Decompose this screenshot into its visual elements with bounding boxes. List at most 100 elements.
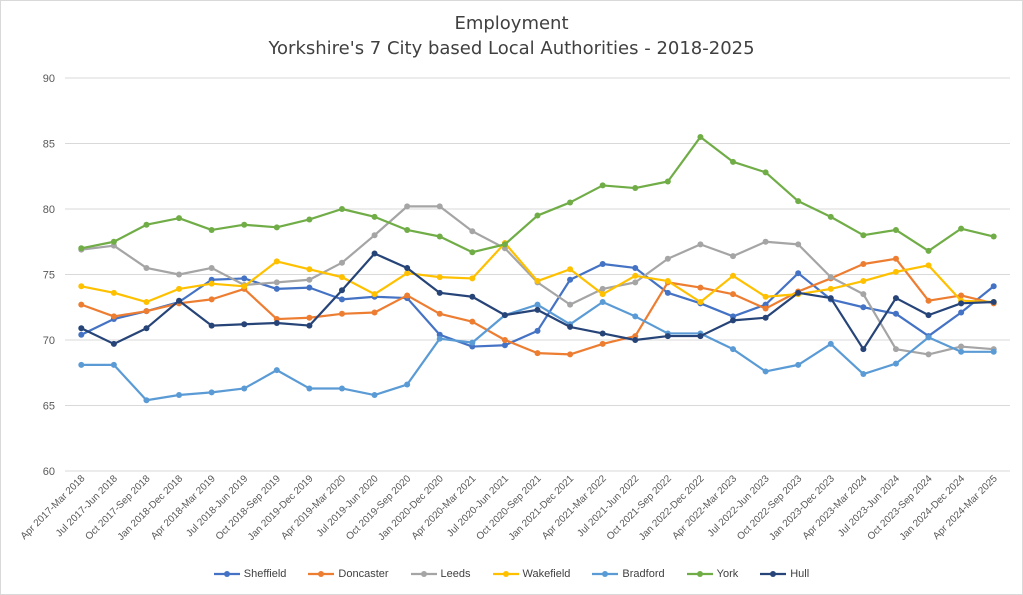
data-point-leeds — [697, 241, 704, 248]
x-tick-label: Jul 2023-Jun 2024 — [836, 473, 902, 539]
data-point-york — [208, 226, 215, 233]
data-point-bradford — [110, 361, 117, 368]
data-point-sheffield — [273, 285, 280, 292]
data-point-hull — [567, 323, 574, 330]
chart-legend: Sheffield Doncaster Leeds Wakefield Bradford… — [0, 568, 1023, 580]
data-point-hull — [860, 346, 867, 353]
legend-swatch — [308, 569, 335, 579]
y-tick-label: 80 — [43, 204, 55, 216]
data-point-hull — [827, 295, 834, 302]
y-tick-label: 90 — [43, 73, 55, 85]
data-point-doncaster — [567, 351, 574, 358]
legend-swatch — [592, 569, 619, 579]
x-tick-label: Jul 2020-Jun 2021 — [445, 473, 511, 539]
data-point-wakefield — [664, 278, 671, 285]
chart-subtitle: Yorkshire's 7 City based Local Authoriti… — [268, 38, 755, 59]
data-point-hull — [273, 319, 280, 326]
legend-item-sheffield: Sheffield — [213, 568, 286, 580]
legend-swatch — [410, 569, 437, 579]
legend-swatch — [760, 569, 787, 579]
data-point-york — [306, 216, 313, 223]
data-point-sheffield — [632, 264, 639, 271]
data-point-hull — [697, 333, 704, 340]
data-point-bradford — [143, 397, 150, 404]
data-point-doncaster — [404, 292, 411, 299]
data-point-wakefield — [371, 291, 378, 298]
data-point-doncaster — [78, 301, 85, 308]
data-point-bradford — [730, 346, 737, 353]
data-point-doncaster — [208, 296, 215, 303]
data-point-bradford — [958, 348, 965, 355]
y-tick-label: 70 — [43, 335, 55, 347]
data-point-doncaster — [371, 309, 378, 316]
data-point-hull — [306, 322, 313, 329]
data-point-hull — [795, 289, 802, 296]
data-point-sheffield — [599, 261, 606, 268]
data-point-leeds — [730, 253, 737, 260]
data-point-york — [730, 158, 737, 165]
data-point-leeds — [827, 274, 834, 281]
legend-label: Hull — [790, 568, 810, 580]
data-point-sheffield — [795, 270, 802, 277]
data-point-leeds — [762, 238, 769, 245]
data-point-leeds — [176, 271, 183, 278]
data-point-bradford — [827, 340, 834, 347]
data-point-bradford — [632, 313, 639, 320]
legend-swatch — [686, 569, 713, 579]
data-point-hull — [241, 321, 248, 328]
data-point-doncaster — [338, 310, 345, 317]
data-point-wakefield — [306, 266, 313, 273]
data-point-wakefield — [208, 280, 215, 287]
data-point-hull — [176, 297, 183, 304]
data-point-leeds — [599, 285, 606, 292]
data-point-york — [143, 221, 150, 228]
data-point-doncaster — [501, 337, 508, 343]
data-point-york — [925, 247, 932, 254]
data-point-bradford — [599, 299, 606, 306]
y-tick-label: 75 — [43, 270, 55, 282]
data-point-bradford — [338, 385, 345, 392]
data-point-wakefield — [143, 299, 150, 306]
data-point-sheffield — [78, 331, 85, 338]
legend-item-doncaster: Doncaster — [308, 568, 389, 580]
data-point-york — [860, 232, 867, 239]
data-point-doncaster — [469, 318, 476, 325]
legend-item-wakefield: Wakefield — [492, 568, 571, 580]
data-point-wakefield — [860, 278, 867, 285]
data-point-york — [469, 249, 476, 256]
data-point-hull — [371, 250, 378, 257]
data-point-sheffield — [567, 276, 574, 283]
data-point-york — [664, 178, 671, 185]
data-point-wakefield — [110, 289, 117, 296]
data-point-hull — [664, 333, 671, 340]
data-point-york — [436, 233, 443, 240]
data-point-york — [371, 213, 378, 220]
data-point-york — [697, 133, 704, 140]
data-point-hull — [143, 325, 150, 332]
data-point-hull — [990, 299, 997, 306]
data-point-york — [892, 226, 899, 233]
data-point-wakefield — [762, 293, 769, 300]
data-point-hull — [404, 264, 411, 271]
data-point-wakefield — [338, 274, 345, 281]
x-tick-label: Jul 2018-Jun 2019 — [184, 473, 250, 539]
data-point-york — [762, 169, 769, 176]
legend-label: Wakefield — [522, 568, 571, 580]
data-point-bradford — [273, 367, 280, 374]
data-point-doncaster — [599, 340, 606, 347]
legend-item-leeds: Leeds — [410, 568, 471, 580]
data-point-wakefield — [176, 285, 183, 292]
data-point-doncaster — [143, 308, 150, 315]
data-point-sheffield — [892, 310, 899, 317]
data-point-doncaster — [436, 310, 443, 317]
data-point-sheffield — [958, 309, 965, 316]
data-point-bradford — [860, 371, 867, 378]
data-point-bradford — [469, 339, 476, 346]
legend-item-bradford: Bradford — [592, 568, 665, 580]
data-point-york — [632, 185, 639, 192]
data-point-hull — [78, 325, 85, 332]
data-point-sheffield — [860, 304, 867, 311]
data-point-wakefield — [567, 266, 574, 273]
data-point-hull — [338, 287, 345, 294]
